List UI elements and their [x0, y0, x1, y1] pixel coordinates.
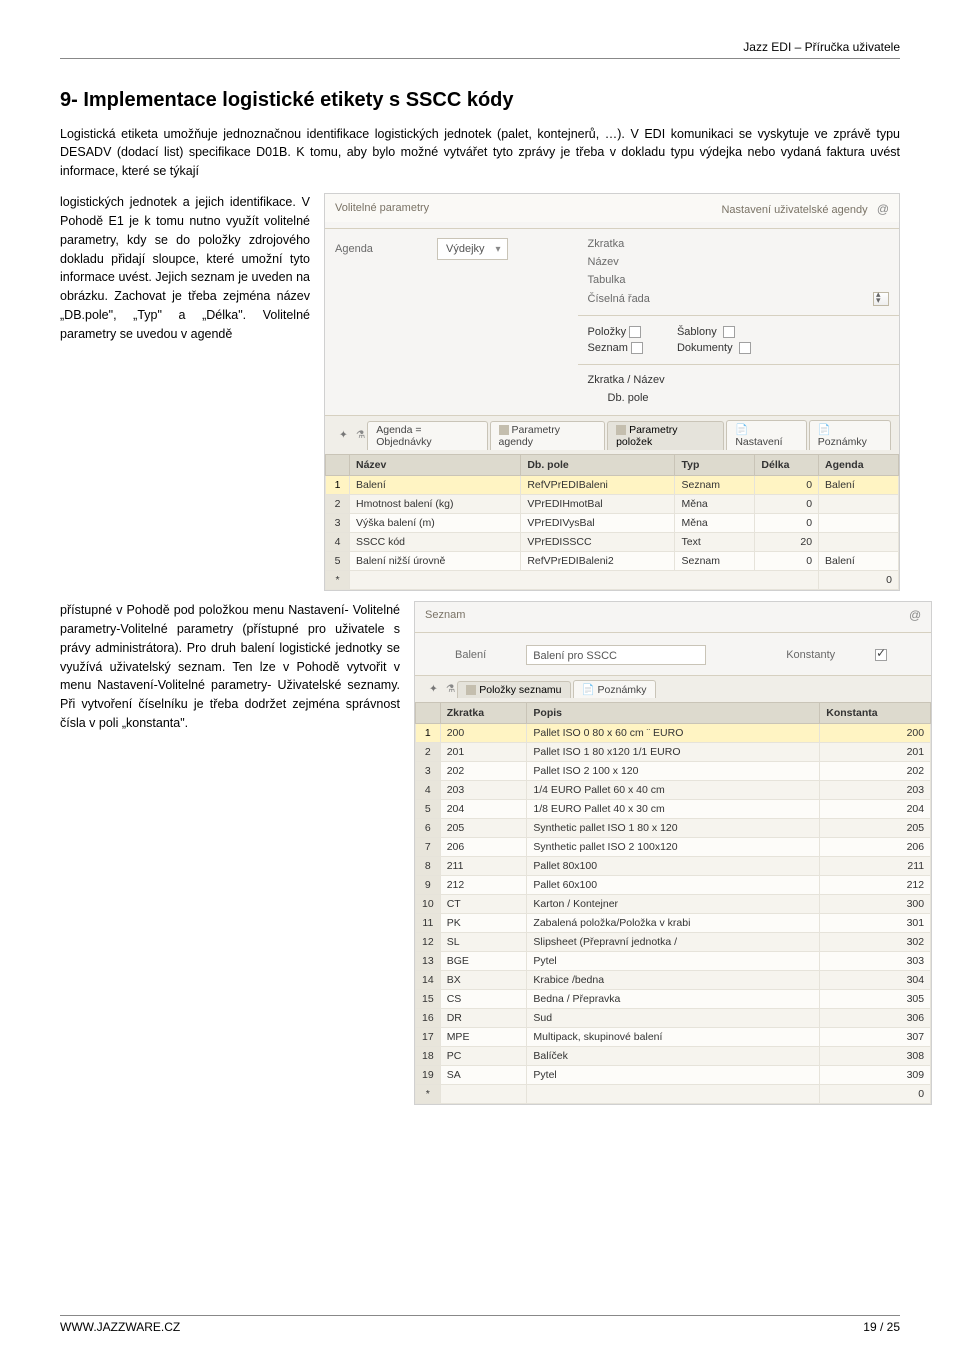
table-row[interactable]: 14 BXKrabice /bedna304: [416, 971, 931, 990]
tab-polozky-seznamu[interactable]: Položky seznamu: [457, 681, 570, 698]
table-row[interactable]: 12 SLSlipsheet (Přepravní jednotka /302: [416, 933, 931, 952]
checkbox-sablony[interactable]: [723, 326, 735, 338]
grid-parametry-polozek: NázevDb. poleTypDélkaAgenda 1 BaleníRefV…: [325, 454, 899, 590]
table-row[interactable]: 10 CTKarton / Kontejner300: [416, 895, 931, 914]
tab-filter-icon[interactable]: ⚗: [446, 683, 455, 695]
tab-add[interactable]: ✦: [423, 683, 444, 695]
table-row[interactable]: 11 PKZabalená položka/Položka v krabi301: [416, 914, 931, 933]
panel-seznam: Seznam @ Balení Balení pro SSCC Konstant…: [414, 601, 932, 1105]
checkbox-polozky[interactable]: [629, 326, 641, 338]
gear-icon[interactable]: @: [909, 608, 921, 622]
panel1-title-right: Nastavení uživatelské agendy: [721, 204, 867, 216]
tab-nastaveni[interactable]: 📄 Nastavení: [726, 420, 806, 450]
tab-add[interactable]: ✦: [333, 429, 354, 441]
table-row[interactable]: 7 206Synthetic pallet ISO 2 100x120206: [416, 838, 931, 857]
panel1-title-left: Volitelné parametry: [335, 202, 429, 216]
table-row[interactable]: 15 CSBedna / Přepravka305: [416, 990, 931, 1009]
table-row[interactable]: 1 BaleníRefVPrEDIBaleniSeznam 0Balení: [326, 476, 899, 495]
table-row[interactable]: 3 Výška balení (m)VPrEDIVysBalMěna 0: [326, 514, 899, 533]
table-row[interactable]: 9 212Pallet 60x100212: [416, 876, 931, 895]
label-dokumenty: Dokumenty: [677, 342, 733, 354]
label-ciselna-rada: Číselná řada: [588, 293, 678, 305]
tab-poznamky2[interactable]: 📄 Poznámky: [573, 680, 656, 698]
number-sequence-stepper[interactable]: [873, 292, 889, 306]
label-baleni: Balení: [455, 649, 486, 661]
table-row[interactable]: 8 211Pallet 80x100211: [416, 857, 931, 876]
panel-volitelne-parametry: Volitelné parametry Nastavení uživatelsk…: [324, 193, 900, 591]
label-zkratka-nazev: Zkratka / Název: [588, 374, 665, 386]
dropdown-agenda[interactable]: Výdejky: [437, 238, 508, 260]
table-row[interactable]: 4 SSCC kódVPrEDISSCCText 20: [326, 533, 899, 552]
tab-filter-icon[interactable]: ⚗: [356, 429, 365, 441]
left-text-1: logistických jednotek a jejich identifik…: [60, 193, 310, 601]
tab-poznamky[interactable]: 📄 Poznámky: [809, 420, 891, 450]
label-konstanty: Konstanty: [786, 649, 835, 661]
table-row[interactable]: 19 SAPytel309: [416, 1066, 931, 1085]
gear-icon[interactable]: @: [877, 202, 889, 216]
table-row[interactable]: 18 PCBalíček308: [416, 1047, 931, 1066]
table-row[interactable]: 4 2031/4 EURO Pallet 60 x 40 cm203: [416, 781, 931, 800]
page-title: 9- Implementace logistické etikety s SSC…: [60, 89, 900, 112]
panel2-title: Seznam: [425, 609, 465, 621]
tab-param-agendy[interactable]: Parametry agendy: [490, 421, 606, 450]
table-row[interactable]: 3 202Pallet ISO 2 100 x 120202: [416, 762, 931, 781]
text-baleni-value[interactable]: Balení pro SSCC: [526, 645, 706, 665]
checkbox-dokumenty[interactable]: [739, 342, 751, 354]
footer-url: WWW.JAZZWARE.CZ: [60, 1320, 180, 1334]
table-row[interactable]: 5 2041/8 EURO Pallet 40 x 30 cm204: [416, 800, 931, 819]
tab-param-polozek[interactable]: Parametry položek: [607, 421, 724, 450]
footer-page-number: 19 / 25: [863, 1320, 900, 1334]
label-zkratka: Zkratka: [588, 238, 678, 250]
table-row[interactable]: 13 BGEPytel303: [416, 952, 931, 971]
table-row[interactable]: 2 201Pallet ISO 1 80 x120 1/1 EURO201: [416, 743, 931, 762]
tab-agenda[interactable]: Agenda = Objednávky: [367, 421, 487, 450]
label-tabulka: Tabulka: [588, 274, 678, 286]
table-row[interactable]: 1 200Pallet ISO 0 80 x 60 cm ¨ EURO200: [416, 724, 931, 743]
table-row[interactable]: *0: [326, 571, 899, 590]
table-row[interactable]: 2 Hmotnost balení (kg)VPrEDIHmotBalMěna …: [326, 495, 899, 514]
table-row[interactable]: 17 MPEMultipack, skupinové balení307: [416, 1028, 931, 1047]
intro-paragraph: Logistická etiketa umožňuje jednoznačnou…: [60, 125, 900, 181]
label-agenda: Agenda: [335, 243, 425, 255]
checkbox-seznam[interactable]: [631, 342, 643, 354]
document-header: Jazz EDI – Příručka uživatele: [60, 40, 900, 59]
label-polozky: Položky: [588, 326, 627, 338]
table-row[interactable]: 16 DRSud306: [416, 1009, 931, 1028]
label-nazev: Název: [588, 256, 678, 268]
label-seznam: Seznam: [588, 342, 628, 354]
label-sablony: Šablony: [677, 326, 717, 338]
table-row[interactable]: *0: [416, 1085, 931, 1104]
label-db-pole: Db. pole: [608, 392, 649, 404]
grid-seznam: ZkratkaPopisKonstanta 1 200Pallet ISO 0 …: [415, 702, 931, 1104]
left-text-2: přístupné v Pohodě pod položkou menu Nas…: [60, 601, 400, 1115]
table-row[interactable]: 6 205Synthetic pallet ISO 1 80 x 120205: [416, 819, 931, 838]
table-row[interactable]: 5 Balení nižší úrovněRefVPrEDIBaleni2Sez…: [326, 552, 899, 571]
checkbox-konstanty[interactable]: [875, 649, 887, 661]
